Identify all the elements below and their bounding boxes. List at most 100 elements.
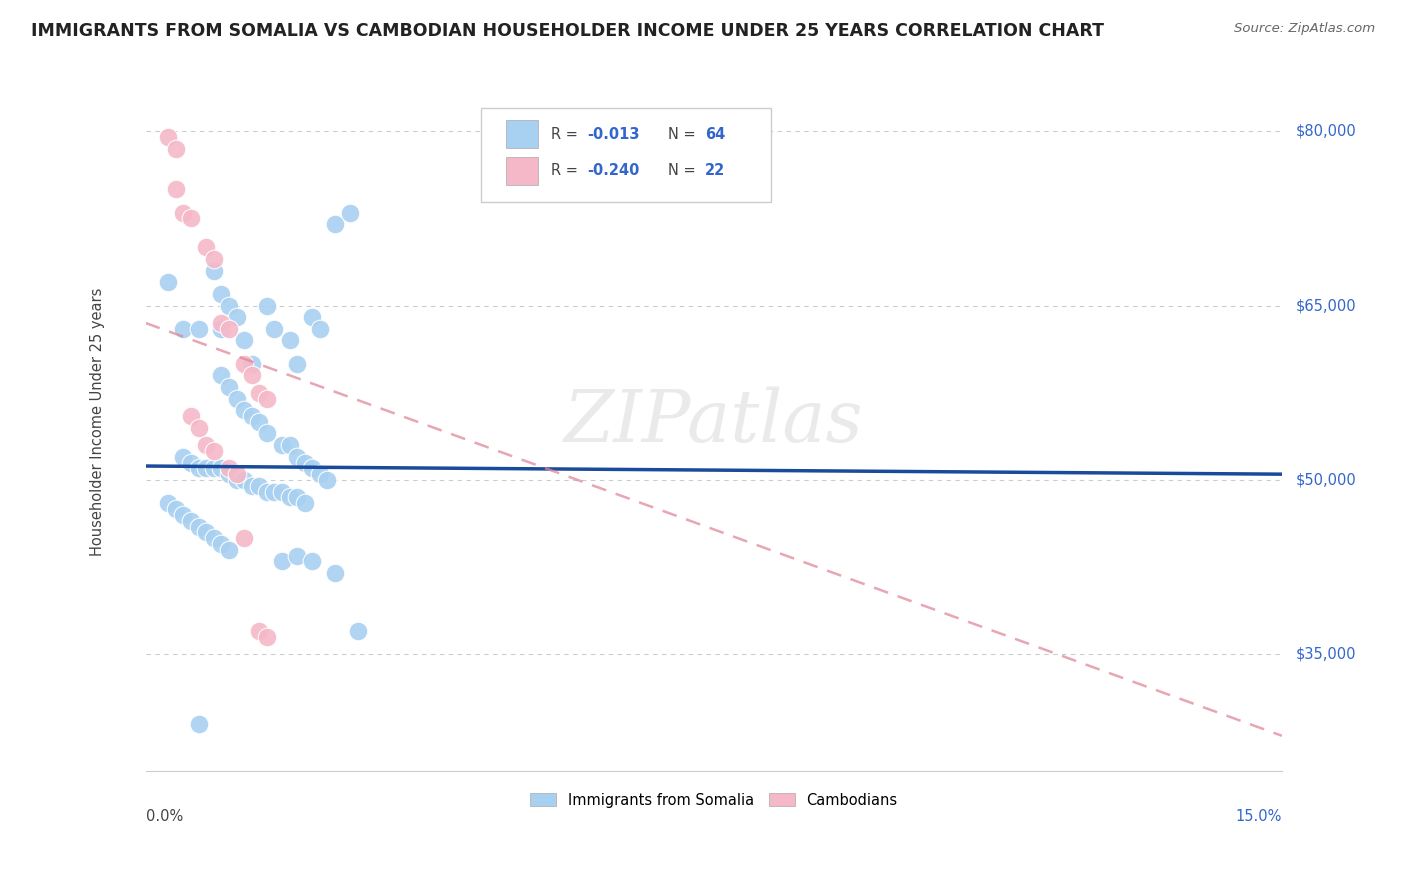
Point	[218, 542, 240, 557]
Point	[165, 182, 187, 196]
Point	[187, 322, 209, 336]
Point	[225, 392, 247, 406]
Point	[256, 392, 278, 406]
Point	[218, 461, 240, 475]
Point	[218, 467, 240, 482]
Point	[285, 491, 308, 505]
Point	[271, 554, 294, 568]
Point	[247, 624, 270, 639]
Point	[209, 322, 232, 336]
Text: 15.0%: 15.0%	[1236, 809, 1282, 824]
Point	[285, 357, 308, 371]
Point	[209, 287, 232, 301]
Text: $80,000: $80,000	[1296, 124, 1357, 138]
Point	[240, 409, 263, 423]
Text: ZIPatlas: ZIPatlas	[564, 386, 863, 457]
Point	[157, 275, 180, 289]
Point	[240, 357, 263, 371]
Point	[256, 426, 278, 441]
Point	[209, 368, 232, 383]
Point	[225, 467, 247, 482]
Point	[172, 205, 194, 219]
Point	[165, 502, 187, 516]
Text: IMMIGRANTS FROM SOMALIA VS CAMBODIAN HOUSEHOLDER INCOME UNDER 25 YEARS CORRELATI: IMMIGRANTS FROM SOMALIA VS CAMBODIAN HOU…	[31, 22, 1104, 40]
Point	[209, 461, 232, 475]
Point	[278, 334, 301, 348]
Point	[187, 420, 209, 434]
Point	[180, 456, 202, 470]
Point	[225, 310, 247, 325]
Point	[256, 630, 278, 644]
Point	[187, 717, 209, 731]
Text: 0.0%: 0.0%	[146, 809, 183, 824]
Text: $35,000: $35,000	[1296, 647, 1357, 662]
Point	[195, 461, 218, 475]
Point	[285, 450, 308, 464]
Point	[271, 484, 294, 499]
Point	[218, 299, 240, 313]
Point	[301, 310, 323, 325]
Text: Source: ZipAtlas.com: Source: ZipAtlas.com	[1234, 22, 1375, 36]
Point	[294, 496, 316, 510]
Point	[346, 624, 368, 639]
Point	[301, 461, 323, 475]
Point	[195, 240, 218, 254]
Point	[209, 537, 232, 551]
Point	[256, 484, 278, 499]
Point	[323, 217, 346, 231]
Text: -0.240: -0.240	[588, 163, 640, 178]
Point	[263, 322, 285, 336]
Point	[240, 368, 263, 383]
Point	[301, 554, 323, 568]
Text: 22: 22	[704, 163, 725, 178]
Point	[209, 316, 232, 330]
Point	[247, 479, 270, 493]
Point	[247, 415, 270, 429]
Point	[233, 357, 256, 371]
Point	[278, 491, 301, 505]
Point	[240, 479, 263, 493]
Point	[187, 461, 209, 475]
Text: Householder Income Under 25 years: Householder Income Under 25 years	[90, 287, 105, 556]
Point	[247, 385, 270, 400]
Point	[263, 484, 285, 499]
Point	[256, 299, 278, 313]
Text: N =: N =	[668, 127, 696, 142]
Point	[195, 438, 218, 452]
Point	[172, 322, 194, 336]
FancyBboxPatch shape	[506, 120, 537, 148]
Point	[339, 205, 361, 219]
FancyBboxPatch shape	[481, 108, 770, 202]
Point	[218, 322, 240, 336]
Text: 64: 64	[704, 127, 725, 142]
Point	[294, 456, 316, 470]
Text: R =: R =	[551, 163, 578, 178]
Point	[180, 514, 202, 528]
Text: R =: R =	[551, 127, 578, 142]
Point	[316, 473, 339, 487]
Point	[172, 450, 194, 464]
Point	[187, 519, 209, 533]
Point	[278, 438, 301, 452]
Text: $50,000: $50,000	[1296, 473, 1357, 488]
Point	[308, 467, 330, 482]
Point	[218, 380, 240, 394]
Point	[233, 531, 256, 545]
Point	[202, 263, 225, 277]
Point	[271, 438, 294, 452]
Text: N =: N =	[668, 163, 696, 178]
Point	[202, 531, 225, 545]
Point	[165, 142, 187, 156]
Point	[308, 322, 330, 336]
Point	[323, 566, 346, 580]
Point	[225, 473, 247, 487]
Text: $65,000: $65,000	[1296, 298, 1357, 313]
Point	[172, 508, 194, 522]
Point	[233, 403, 256, 417]
Legend: Immigrants from Somalia, Cambodians: Immigrants from Somalia, Cambodians	[524, 787, 904, 814]
Point	[202, 461, 225, 475]
Text: -0.013: -0.013	[588, 127, 640, 142]
Point	[202, 252, 225, 266]
Point	[233, 334, 256, 348]
Point	[233, 473, 256, 487]
